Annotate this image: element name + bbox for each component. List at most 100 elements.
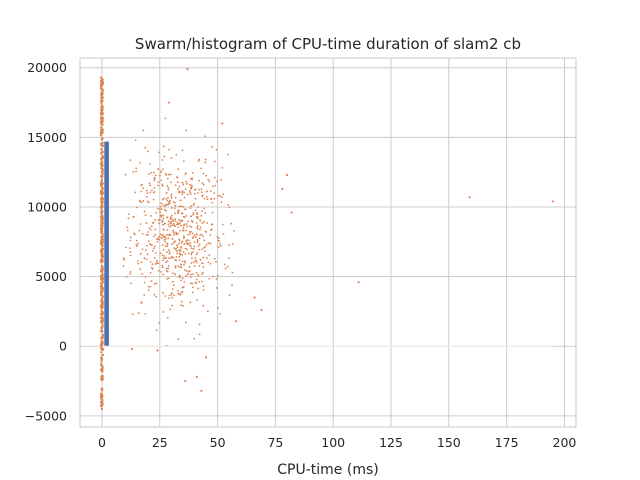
data-point xyxy=(170,293,173,296)
data-point xyxy=(176,221,179,224)
data-point xyxy=(213,176,216,179)
data-point xyxy=(170,207,173,209)
data-point xyxy=(99,316,103,319)
data-point xyxy=(99,344,103,347)
data-point xyxy=(124,173,127,176)
data-point xyxy=(184,321,187,324)
data-point xyxy=(219,194,221,197)
data-point xyxy=(159,205,162,208)
data-point xyxy=(202,172,205,175)
data-point xyxy=(100,122,103,126)
data-point xyxy=(162,234,164,236)
data-point xyxy=(125,275,128,278)
data-point xyxy=(100,179,103,182)
data-point xyxy=(157,237,160,239)
data-point xyxy=(203,197,206,200)
data-point xyxy=(213,192,216,195)
data-point xyxy=(168,297,170,300)
data-point xyxy=(153,179,156,182)
data-point xyxy=(181,290,183,293)
data-point xyxy=(192,273,194,276)
data-point xyxy=(161,254,164,257)
data-point xyxy=(161,185,164,187)
data-point xyxy=(154,228,157,231)
data-point xyxy=(170,243,173,246)
data-point xyxy=(161,244,164,247)
data-point xyxy=(150,266,153,269)
data-point xyxy=(196,191,199,194)
data-point xyxy=(192,213,195,216)
data-point xyxy=(165,197,168,200)
data-point xyxy=(208,254,211,257)
data-point xyxy=(99,184,103,187)
data-point xyxy=(204,161,207,164)
data-point xyxy=(158,235,161,238)
data-point xyxy=(162,273,165,276)
data-point xyxy=(177,265,180,268)
data-point xyxy=(192,204,195,206)
data-point xyxy=(202,266,205,268)
data-point xyxy=(211,201,214,204)
data-point xyxy=(101,90,104,93)
data-point xyxy=(202,235,205,237)
data-point xyxy=(209,242,212,245)
data-point xyxy=(200,188,203,191)
data-point xyxy=(100,143,103,146)
data-point xyxy=(157,181,160,184)
data-point xyxy=(100,238,103,242)
histogram-bar xyxy=(104,141,109,347)
data-point xyxy=(100,247,103,250)
data-point xyxy=(185,223,188,225)
data-point xyxy=(99,274,103,277)
data-point xyxy=(182,205,185,208)
data-point xyxy=(176,181,179,183)
data-point xyxy=(129,254,132,257)
data-point xyxy=(180,304,182,307)
data-point xyxy=(99,228,103,231)
data-point xyxy=(143,294,146,296)
data-point xyxy=(196,239,199,242)
x-tick-label: 25 xyxy=(152,435,168,450)
data-point xyxy=(166,277,169,280)
data-point xyxy=(101,300,104,303)
plot-frame xyxy=(79,57,577,428)
data-point xyxy=(165,237,167,240)
data-point xyxy=(181,277,184,280)
data-point xyxy=(167,186,170,189)
data-point xyxy=(136,206,138,209)
data-point xyxy=(178,255,181,258)
data-point xyxy=(181,149,184,152)
data-point xyxy=(100,217,103,220)
data-point xyxy=(134,191,137,194)
data-point xyxy=(207,178,210,181)
data-point xyxy=(183,196,186,199)
data-point xyxy=(170,197,173,199)
data-point xyxy=(170,220,173,223)
data-point xyxy=(163,208,166,211)
data-point xyxy=(216,180,218,183)
x-tick-label: 0 xyxy=(98,435,106,450)
data-point xyxy=(181,260,184,263)
data-point xyxy=(144,146,147,149)
data-point xyxy=(191,257,193,260)
data-point xyxy=(159,214,162,217)
data-point xyxy=(199,226,202,229)
data-point xyxy=(228,294,231,297)
data-point xyxy=(101,348,105,351)
data-point xyxy=(198,323,201,326)
data-point xyxy=(201,262,204,265)
data-point xyxy=(226,265,229,268)
data-point xyxy=(167,267,170,270)
data-point xyxy=(182,215,185,218)
data-point xyxy=(196,299,198,301)
data-point xyxy=(101,223,104,226)
data-point xyxy=(171,292,173,294)
data-point xyxy=(194,209,197,212)
data-point xyxy=(101,188,104,191)
data-point xyxy=(155,259,158,262)
data-point xyxy=(194,236,197,239)
data-point xyxy=(100,209,103,212)
data-point xyxy=(99,275,103,279)
data-point xyxy=(100,111,103,114)
